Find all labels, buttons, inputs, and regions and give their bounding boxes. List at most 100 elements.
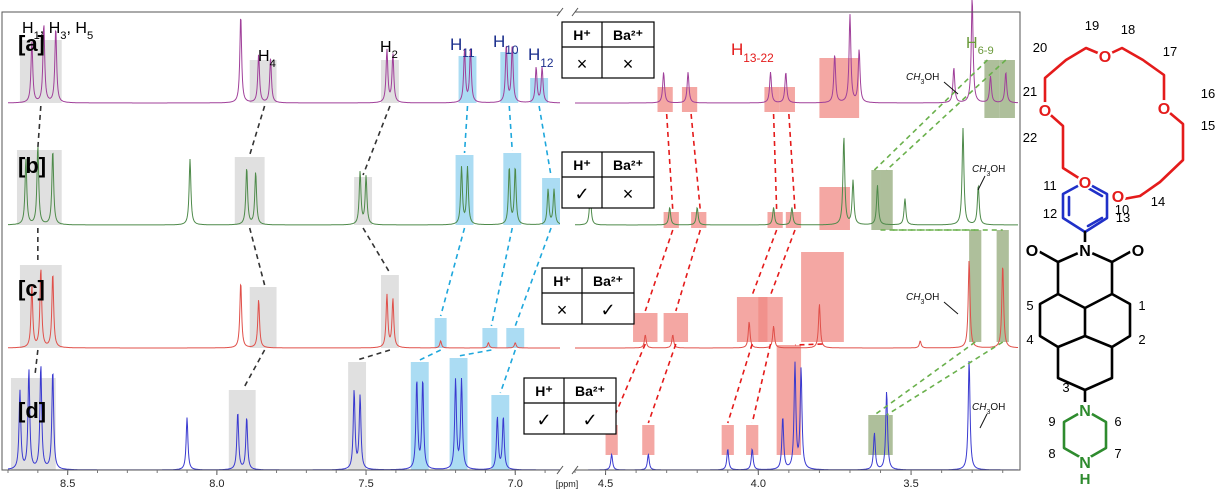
x-tick-label: 7.5	[358, 478, 373, 490]
oxygen-atom-bg	[1130, 242, 1146, 258]
atom-number: 18	[1121, 22, 1135, 37]
oxygen-atom-bg	[1110, 188, 1126, 204]
x-tick-label: 8.5	[60, 478, 75, 490]
green-guide-line	[873, 341, 976, 416]
black-guide-line	[362, 105, 391, 176]
axis-break-gap	[560, 8, 575, 476]
atom-number: 6	[1114, 414, 1121, 429]
benzo-double-bond	[1086, 186, 1104, 198]
condition-tables: H⁺ Ba²⁺ × × H⁺ Ba²⁺ ✓ × H⁺ Ba²⁺ × ✓ H⁺ Ba²⁺ ✓ ✓	[523, 21, 655, 435]
blue-guide-line	[508, 105, 514, 152]
red-highlight-box	[721, 425, 734, 455]
x-tick-label: 8.0	[209, 478, 224, 490]
peak-labels: [a] [b] [c] [d] H1, H3, H5 H4 H2 H11 H10 H12 H13-2…	[18, 20, 1005, 429]
x-tick-label: 4.5	[598, 478, 613, 490]
plot-border	[1, 11, 1021, 471]
blue-highlight-box	[482, 328, 498, 348]
oxygen-atom-bg	[1037, 102, 1053, 118]
gray-highlight-box	[228, 390, 256, 470]
atom-number: 12	[1043, 206, 1057, 221]
ba-header: Ba²⁺	[575, 383, 605, 399]
h-plus-value: ✓	[574, 184, 589, 204]
table-border	[523, 377, 617, 435]
red-guide-line	[772, 113, 778, 211]
h-plus-header: H⁺	[535, 383, 553, 399]
blue-guide-line	[458, 349, 492, 357]
red-guide-line	[788, 113, 796, 211]
green-guide-line	[886, 341, 1004, 416]
red-guide-line	[690, 113, 702, 211]
red-guide-line	[751, 229, 778, 296]
red-highlight-box	[633, 313, 658, 342]
nitrogen-atom-bg	[1077, 242, 1093, 258]
spectrum-label: [b]	[18, 153, 46, 178]
x-axis-label: [ppm]	[556, 479, 579, 489]
atom-number: 2	[1138, 332, 1145, 347]
atom-number: 1	[1138, 298, 1145, 313]
highlight-boxes	[10, 40, 1015, 470]
red-guide-line	[647, 343, 677, 424]
red-guide-line	[665, 113, 674, 211]
blue-guide-line	[439, 227, 466, 317]
condition-table: H⁺ Ba²⁺ ✓ ✓	[523, 377, 617, 435]
red-highlight-box	[642, 425, 655, 455]
blue-guide-line	[499, 349, 516, 394]
condition-table: H⁺ Ba²⁺ ✓ ×	[561, 151, 655, 209]
red-guide-line	[675, 229, 702, 312]
black-guide-line	[34, 349, 39, 377]
blue-guide-line	[490, 227, 514, 327]
peak-label-h10: H10	[493, 32, 519, 57]
solvent-arrow	[943, 301, 959, 315]
blue-highlight-box	[458, 56, 477, 103]
black-guide-line	[362, 227, 391, 274]
x-tick-label: 3.5	[903, 478, 918, 490]
atom-number: 9	[1048, 414, 1055, 429]
peak-label-h4: H4	[258, 48, 276, 70]
spectrum-trace	[7, 366, 560, 471]
atom-number: 5	[1026, 298, 1033, 313]
h-plus-value: ✓	[536, 410, 551, 430]
blue-guide-line	[538, 105, 552, 177]
oxygen-atom: O	[1112, 189, 1124, 206]
red-guide-line	[644, 229, 674, 312]
axis-break-mark	[556, 465, 564, 475]
peak-label-h12: H12	[528, 45, 554, 70]
h-plus-value: ×	[577, 54, 588, 74]
oxygen-atom-bg	[1097, 48, 1113, 64]
spectrum-label: [a]	[18, 31, 45, 56]
red-highlight-box	[779, 87, 795, 112]
red-highlight-box	[746, 425, 759, 455]
nitrogen-atom: N	[1079, 243, 1091, 260]
blue-highlight-box	[410, 362, 429, 470]
gray-highlight-box	[249, 287, 277, 348]
condition-table: H⁺ Ba²⁺ × ×	[561, 21, 655, 79]
spectrum-trace	[575, 0, 1018, 104]
atom-number: 15	[1201, 118, 1215, 133]
ba-value: ×	[623, 54, 634, 74]
condition-table: H⁺ Ba²⁺ × ✓	[541, 267, 635, 325]
oxygen-atom: O	[1099, 49, 1111, 66]
spectrum-label: [d]	[18, 398, 46, 423]
solvent-label: CH3OH	[972, 164, 1005, 178]
nitrogen-atom-bg	[1077, 402, 1093, 418]
atom-number: 4	[1026, 332, 1033, 347]
red-guide-line	[610, 343, 647, 424]
red-highlight-box	[776, 345, 802, 455]
blue-highlight-box	[503, 153, 522, 225]
oxygen-atom: O	[1039, 103, 1051, 120]
atom-number: 21	[1023, 84, 1037, 99]
solvent-arrow	[977, 175, 986, 191]
blue-highlight-box	[455, 155, 474, 225]
spectrum-trace	[7, 269, 560, 349]
atom-number: 7	[1114, 446, 1121, 461]
carbonyl-bond	[1110, 250, 1132, 264]
green-highlight-box	[871, 170, 881, 230]
peak-label-h6-9: H6-9	[966, 35, 994, 57]
red-highlight-box	[819, 58, 860, 118]
ba-value: ✓	[600, 300, 615, 320]
red-highlight-box	[801, 252, 844, 342]
blue-highlight-box	[506, 328, 525, 348]
red-highlight-box	[764, 87, 780, 112]
atom-number: 17	[1163, 44, 1177, 59]
